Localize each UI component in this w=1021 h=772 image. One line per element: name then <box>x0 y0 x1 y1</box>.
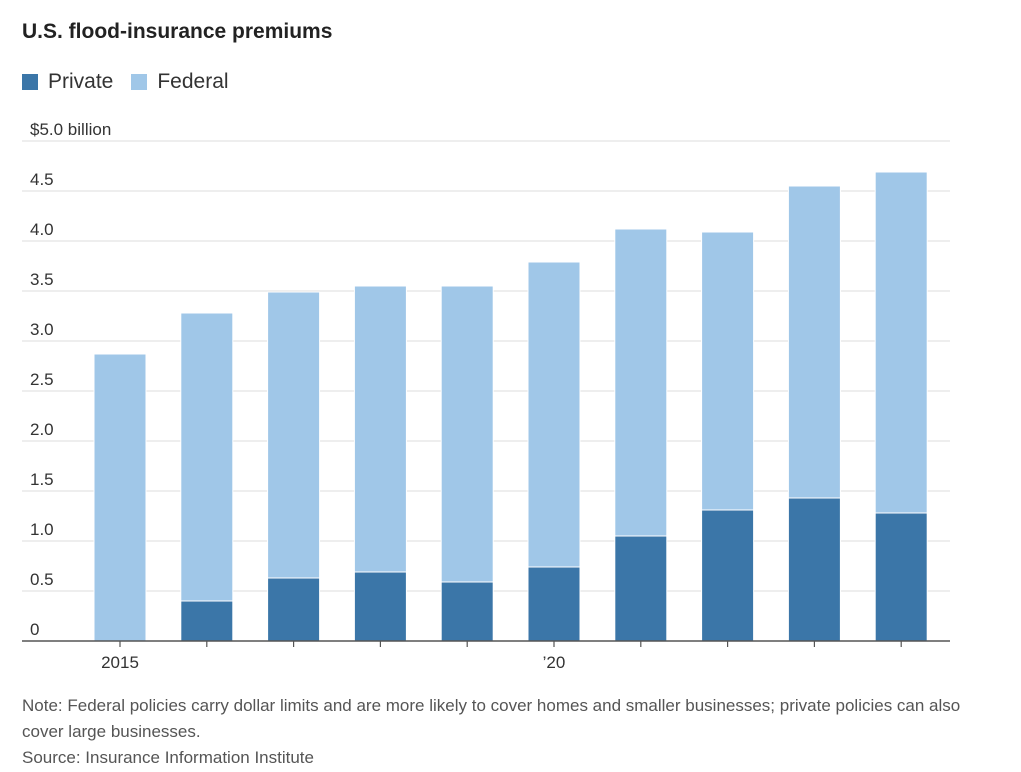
bar-private <box>614 535 668 642</box>
source-text: Source: Insurance Information Institute <box>22 748 314 767</box>
chart-notes: Note: Federal policies carry dollar limi… <box>22 693 982 771</box>
bar-federal <box>874 171 928 514</box>
bar-federal <box>787 185 841 499</box>
y-tick-label: 0 <box>30 620 39 639</box>
legend: Private Federal <box>22 70 247 94</box>
legend-swatch-private <box>22 74 38 90</box>
bar-private <box>267 577 321 642</box>
y-tick-label: 3.5 <box>30 270 54 289</box>
x-tick-label: 2015 <box>101 653 139 672</box>
y-tick-label: 1.0 <box>30 520 54 539</box>
y-tick-label: 0.5 <box>30 570 54 589</box>
bar-federal <box>614 228 668 537</box>
bar-private <box>353 571 407 642</box>
bar-private <box>874 512 928 642</box>
bar-private <box>527 566 581 642</box>
bar-federal <box>180 312 234 602</box>
note-text: Note: Federal policies carry dollar limi… <box>22 696 961 741</box>
legend-swatch-federal <box>131 74 148 90</box>
bar-federal <box>267 291 321 579</box>
y-tick-label: $5.0 billion <box>30 120 111 139</box>
legend-label-federal: Federal <box>157 70 229 93</box>
bar-private <box>787 497 841 642</box>
x-tick-label: ’20 <box>543 653 566 672</box>
y-tick-label: 2.5 <box>30 370 54 389</box>
bar-federal <box>440 285 494 583</box>
bar-federal <box>93 353 147 642</box>
bar-private <box>701 509 755 642</box>
legend-label-private: Private <box>48 70 114 93</box>
chart-title: U.S. flood-insurance premiums <box>22 20 333 43</box>
y-tick-label: 3.0 <box>30 320 54 339</box>
y-tick-label: 1.5 <box>30 470 54 489</box>
bar-federal <box>527 261 581 568</box>
legend-item-private: Private <box>22 70 113 94</box>
bar-federal <box>701 231 755 511</box>
bar-private <box>440 581 494 642</box>
y-tick-label: 2.0 <box>30 420 54 439</box>
y-tick-label: 4.5 <box>30 170 54 189</box>
legend-item-federal: Federal <box>131 70 229 94</box>
y-tick-label: 4.0 <box>30 220 54 239</box>
bar-private <box>180 600 234 642</box>
bar-federal <box>353 285 407 573</box>
